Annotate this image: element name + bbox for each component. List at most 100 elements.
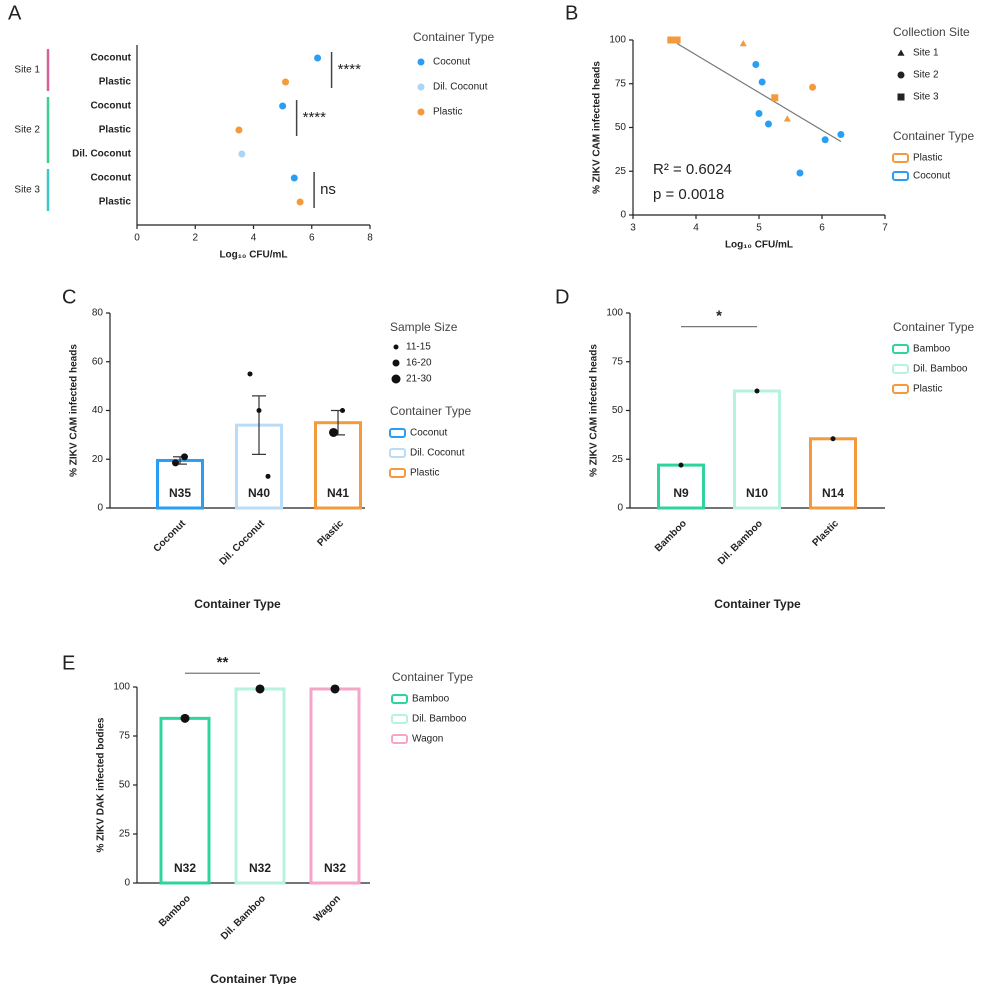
- legend-label: 16-20: [406, 358, 432, 369]
- legend-marker: [417, 83, 425, 91]
- bar: [309, 687, 361, 885]
- panel-letter: A: [8, 2, 22, 24]
- legend-marker: [393, 344, 399, 350]
- legend-title: Container Type: [893, 129, 974, 143]
- marker: [673, 36, 681, 44]
- marker: [771, 94, 779, 102]
- y-tick-label: 100: [606, 308, 623, 319]
- x-tick-label: 8: [367, 233, 373, 244]
- panel-letter: B: [565, 2, 578, 24]
- legend-swatch: [892, 171, 909, 181]
- x-tick-label: 7: [882, 223, 888, 234]
- legend-label: Dil. Coconut: [410, 448, 465, 459]
- n-label: N9: [673, 486, 689, 500]
- x-tick-label: 3: [630, 223, 636, 234]
- data-point: [830, 436, 836, 442]
- dot: [238, 150, 246, 158]
- legend-title: Container Type: [893, 320, 974, 334]
- marker: [809, 83, 817, 91]
- legend-label: Bamboo: [913, 344, 951, 355]
- data-point: [255, 684, 265, 694]
- x-tick-label: 4: [251, 233, 257, 244]
- y-tick-label: 0: [97, 503, 103, 514]
- data-point: [172, 459, 179, 467]
- x-tick-label: Plastic: [810, 518, 841, 549]
- legend-swatch: [389, 468, 406, 478]
- n-label: N32: [174, 861, 196, 875]
- y-tick-label: 100: [609, 35, 626, 46]
- y-tick-label: 0: [124, 878, 130, 889]
- legend-label: Dil. Bamboo: [913, 364, 968, 375]
- row-label: Coconut: [90, 173, 131, 184]
- marker: [897, 71, 905, 79]
- sig-label: ****: [303, 109, 327, 126]
- n-label: N32: [324, 861, 346, 875]
- legend-marker: [392, 359, 400, 367]
- marker: [667, 36, 675, 44]
- legend-swatch: [892, 364, 909, 374]
- x-tick-label: Dil. Bamboo: [716, 518, 765, 567]
- legend-swatch: [391, 714, 408, 724]
- marker: [897, 49, 905, 56]
- group-label: Site 3: [14, 185, 40, 196]
- panel-letter: E: [62, 652, 75, 674]
- y-axis-label: % ZIKV DAK infected bodies: [96, 717, 107, 852]
- data-point: [265, 473, 271, 479]
- x-tick-label: Bamboo: [653, 518, 689, 554]
- legend-label: Bamboo: [412, 694, 450, 705]
- x-tick-label: Dil. Coconut: [218, 518, 268, 568]
- legend-label: 11-15: [406, 342, 431, 353]
- y-axis-label: % ZIKV CAM infected heads: [592, 61, 603, 194]
- marker: [764, 120, 772, 128]
- y-tick-label: 0: [617, 503, 623, 514]
- x-tick-label: Coconut: [152, 518, 189, 555]
- legend-title: Container Type: [392, 670, 473, 684]
- n-label: N35: [169, 486, 191, 500]
- y-tick-label: 25: [612, 454, 624, 465]
- legend-title: Collection Site: [893, 25, 970, 39]
- data-point: [256, 408, 262, 413]
- legend-swatch: [389, 448, 406, 458]
- y-tick-label: 50: [119, 780, 131, 791]
- panel-letter: C: [62, 286, 76, 308]
- marker: [837, 131, 845, 138]
- y-tick-label: 20: [92, 454, 104, 465]
- row-label: Plastic: [99, 125, 132, 136]
- legend-label: Dil. Bamboo: [412, 714, 467, 725]
- legend-label: Dil. Coconut: [433, 82, 488, 93]
- x-tick-label: Dil. Bamboo: [219, 893, 268, 942]
- legend-label: Plastic: [913, 384, 942, 395]
- x-tick-label: 5: [756, 223, 762, 234]
- bar: [234, 687, 286, 885]
- legend-title: Container Type: [413, 30, 494, 44]
- y-tick-label: 75: [119, 731, 131, 742]
- legend-swatch: [391, 694, 408, 704]
- y-tick-label: 50: [612, 405, 624, 416]
- row-label: Dil. Coconut: [72, 149, 132, 160]
- legend-label: Coconut: [410, 428, 447, 439]
- row-label: Coconut: [90, 101, 131, 112]
- stat-label: p = 0.0018: [653, 186, 724, 203]
- marker: [821, 136, 829, 144]
- y-axis-label: % ZIKV CAM infected heads: [69, 344, 80, 477]
- marker: [752, 61, 760, 68]
- data-point: [330, 684, 340, 694]
- dot: [290, 174, 298, 182]
- n-label: N14: [822, 486, 844, 500]
- stat-label: R² = 0.6024: [653, 161, 732, 178]
- y-tick-label: 25: [615, 166, 627, 177]
- legend-label: Coconut: [433, 57, 470, 68]
- y-axis-label: % ZIKV CAM infected heads: [589, 344, 600, 477]
- dot: [314, 54, 322, 62]
- data-point: [678, 462, 684, 468]
- legend-label: Site 2: [913, 70, 939, 81]
- bar: [156, 458, 204, 510]
- x-tick-label: 0: [134, 233, 140, 244]
- dot: [282, 78, 290, 86]
- legend-swatch: [892, 384, 909, 394]
- marker: [783, 115, 791, 122]
- legend-label: Plastic: [433, 107, 462, 118]
- sig-label: *: [716, 308, 722, 325]
- marker: [755, 110, 763, 117]
